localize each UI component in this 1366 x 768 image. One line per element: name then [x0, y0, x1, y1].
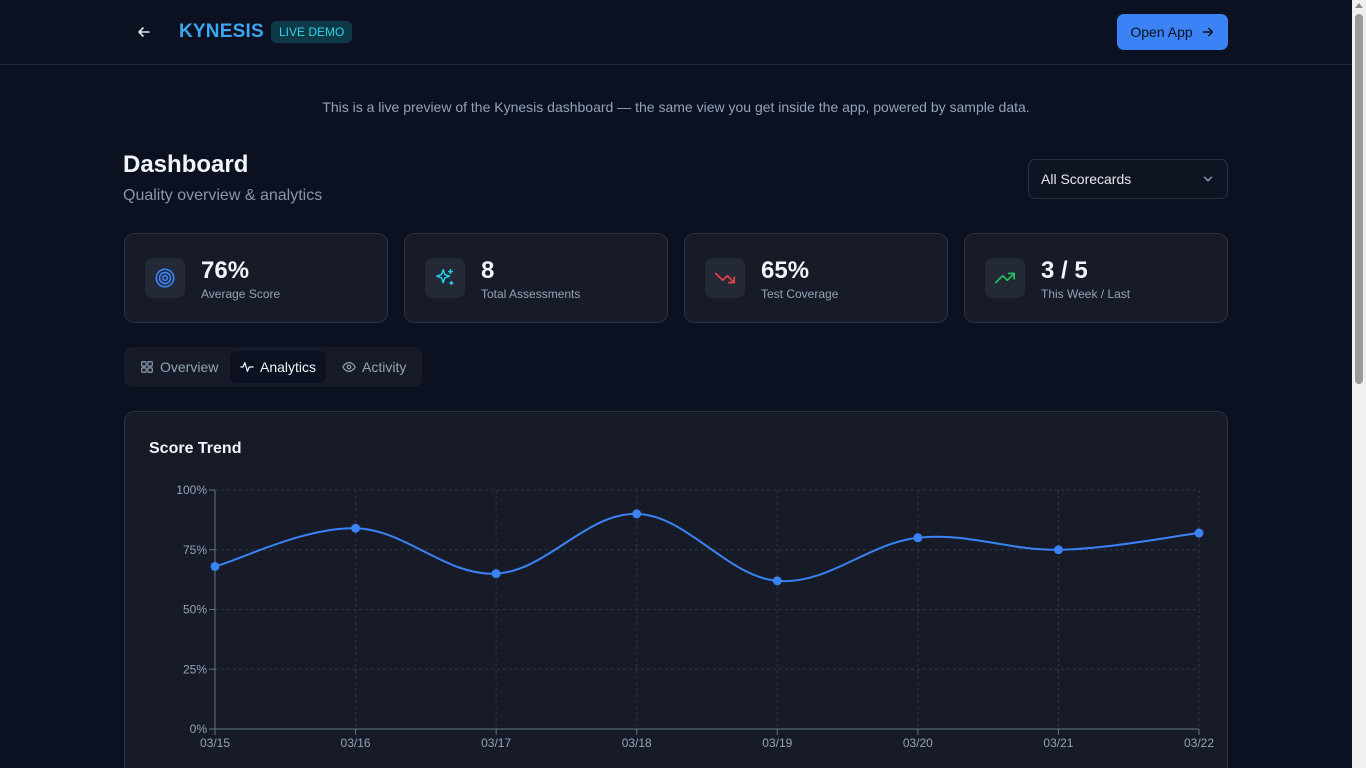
open-app-button[interactable]: Open App: [1117, 14, 1228, 50]
score-trend-chart: 0% 25% 50% 75% 100% 03/15 03/16 03/17 03/18 03/19…: [176, 483, 1214, 750]
stat-label: Total Assessments: [481, 287, 581, 301]
stat-label: Average Score: [201, 287, 281, 301]
tab-label: Overview: [160, 359, 219, 375]
tab-label: Analytics: [260, 359, 317, 375]
tab-activity[interactable]: Activity: [332, 351, 416, 383]
stat-value: 3 / 5: [1041, 257, 1088, 284]
chevron-down-icon: [1203, 176, 1213, 182]
brand-logo[interactable]: KYNESIS: [179, 21, 264, 42]
x-tick-label: 03/17: [481, 736, 511, 750]
y-tick-label: 25%: [183, 662, 207, 676]
stat-card-test-coverage: 65% Test Coverage: [684, 233, 948, 323]
x-tick-label: 03/22: [1184, 736, 1214, 750]
data-point: [491, 569, 501, 579]
scroll-up-icon[interactable]: [1355, 3, 1363, 8]
x-tick-label: 03/20: [903, 736, 933, 750]
stat-value: 8: [481, 257, 495, 284]
trending-up-icon: [985, 258, 1025, 298]
scroll-thumb[interactable]: [1355, 14, 1363, 384]
stat-label: This Week / Last: [1041, 287, 1131, 301]
x-tick-label: 03/15: [200, 736, 230, 750]
tab-overview[interactable]: Overview: [130, 351, 228, 383]
y-tick-label: 100%: [176, 483, 207, 497]
arrow-left-icon: [138, 27, 150, 37]
page-subtitle: Quality overview & analytics: [123, 187, 323, 204]
stat-label: Test Coverage: [761, 287, 839, 301]
view-tabs: Overview Analytics Activity: [124, 347, 422, 387]
arrow-right-icon: [1202, 27, 1213, 37]
page-title: Dashboard: [123, 151, 249, 178]
eye-icon: [342, 362, 356, 372]
preview-note: This is a live preview of the Kynesis da…: [322, 99, 1030, 115]
x-tick-label: 03/21: [1043, 736, 1073, 750]
x-tick-label: 03/19: [762, 736, 792, 750]
y-tick-label: 50%: [183, 603, 207, 617]
grid-icon: [141, 361, 153, 373]
activity-icon: [240, 362, 254, 372]
live-demo-badge: LIVE DEMO: [271, 21, 353, 43]
data-point: [913, 533, 923, 543]
stat-value: 65%: [761, 257, 810, 284]
target-icon: [145, 258, 185, 298]
top-bar: KYNESIS LIVE DEMO Open App: [0, 0, 1352, 65]
tab-label: Activity: [362, 359, 407, 375]
stat-value: 76%: [201, 257, 250, 284]
scorecard-select[interactable]: All Scorecards: [1028, 159, 1228, 199]
chart-title: Score Trend: [149, 440, 242, 457]
stat-card-total-assessments: 8 Total Assessments: [404, 233, 668, 323]
trending-down-icon: [705, 258, 745, 298]
stat-card-weekly: 3 / 5 This Week / Last: [964, 233, 1228, 323]
sparkles-icon: [425, 258, 465, 298]
data-point: [1053, 545, 1063, 555]
data-point: [632, 509, 642, 519]
page-scrollbar[interactable]: [1352, 0, 1366, 768]
y-tick-label: 75%: [183, 543, 207, 557]
open-app-label: Open App: [1130, 24, 1193, 40]
tab-analytics[interactable]: Analytics: [230, 351, 327, 383]
x-tick-label: 03/18: [622, 736, 652, 750]
back-button[interactable]: [128, 16, 160, 48]
scorecard-select-value: All Scorecards: [1041, 171, 1132, 187]
data-point: [1194, 528, 1204, 538]
data-point: [210, 561, 220, 571]
score-trend-card: Score Trend 0% 25% 50% 75% 100% 03/15 03/16 03/…: [124, 411, 1228, 768]
series-line: [214, 512, 1200, 583]
data-point: [772, 576, 782, 586]
data-point: [351, 523, 361, 533]
y-tick-label: 0%: [190, 722, 208, 736]
stat-card-average-score: 76% Average Score: [124, 233, 388, 323]
x-tick-label: 03/16: [341, 736, 371, 750]
